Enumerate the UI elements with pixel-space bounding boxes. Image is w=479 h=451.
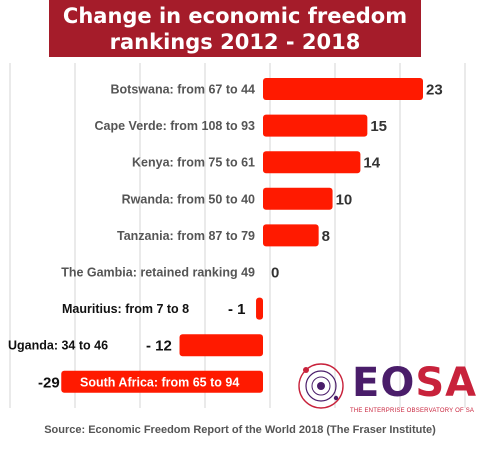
value-label: 10	[336, 191, 353, 208]
category-label: Mauritius: from 7 to 8	[62, 302, 189, 316]
category-label: Tanzania: from 87 to 79	[117, 229, 255, 243]
category-label: The Gambia: retained ranking 49	[61, 266, 255, 280]
value-label: -29	[38, 374, 60, 391]
value-label: 8	[322, 228, 330, 245]
bar	[263, 151, 361, 174]
bar	[61, 370, 264, 393]
bar	[263, 224, 319, 247]
bar	[263, 187, 333, 210]
value-label: 23	[426, 82, 443, 99]
bar	[263, 114, 368, 137]
category-label: Botswana: from 67 to 44	[111, 83, 256, 97]
category-label: Kenya: from 75 to 61	[132, 156, 255, 170]
category-label: Cape Verde: from 108 to 93	[95, 119, 256, 133]
chart-title: Change in economic freedom rankings 2012…	[49, 0, 421, 57]
logo-tagline: THE ENTERPRISE OBSERVATORY OF SA	[350, 408, 475, 414]
category-label: Rwanda: from 50 to 40	[122, 192, 255, 206]
value-labels: 23 15 14 10 8 0 - 1 - 12 -29	[38, 82, 443, 392]
value-label: 14	[363, 155, 380, 172]
bar	[263, 78, 423, 100]
source-note: Source: Economic Freedom Report of the W…	[44, 424, 436, 436]
logo-wordmark: EOSA	[352, 360, 478, 406]
eosa-logo-icon	[298, 363, 344, 409]
value-label: 0	[271, 265, 279, 282]
value-label: - 12	[146, 338, 172, 355]
bar	[256, 297, 263, 320]
bars	[61, 78, 423, 393]
category-labels: Botswana: from 67 to 44 Cape Verde: from …	[8, 83, 255, 390]
value-label: 15	[370, 118, 387, 135]
value-label: - 1	[228, 301, 246, 318]
bar	[179, 334, 263, 357]
category-label: Uganda: 34 to 46	[8, 339, 108, 353]
category-label: South Africa: from 65 to 94	[80, 375, 239, 389]
